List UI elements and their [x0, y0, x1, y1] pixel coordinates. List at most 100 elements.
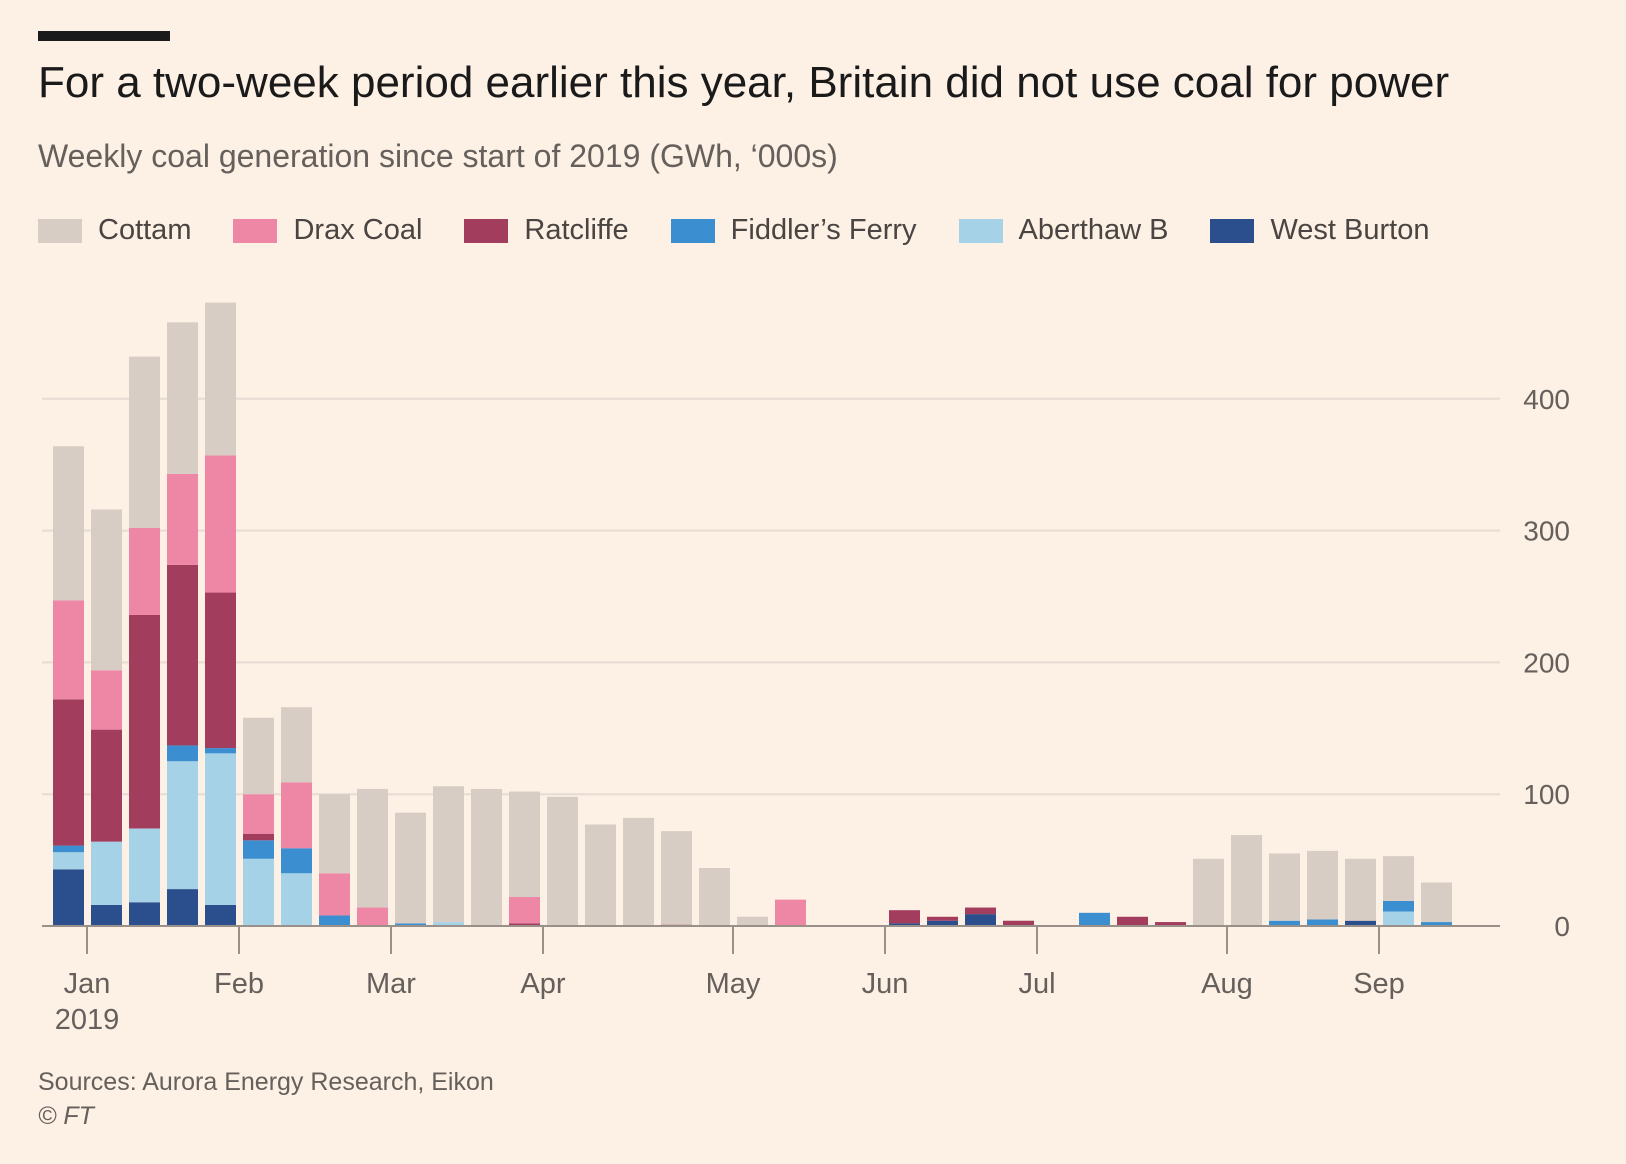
- bar-segment: [53, 845, 84, 853]
- bar-segment: [167, 564, 198, 746]
- bar-segment: [547, 796, 578, 926]
- bar-segment: [53, 600, 84, 700]
- bar-segment: [281, 782, 312, 849]
- bar-segment: [1421, 882, 1452, 923]
- bar-segment: [965, 907, 996, 915]
- bar-segment: [91, 670, 122, 730]
- legend-swatch: [233, 218, 278, 243]
- bar-segment: [395, 923, 426, 926]
- bar-segment: [775, 899, 806, 926]
- bar-segment: [167, 889, 198, 926]
- bar-segment: [357, 907, 388, 926]
- bar-segment: [53, 869, 84, 926]
- bar-segment: [205, 302, 236, 456]
- bar-segment: [1193, 858, 1224, 926]
- title-accent-bar: [38, 31, 170, 41]
- x-tick-label: Apr: [520, 968, 565, 1000]
- bar-segment: [205, 455, 236, 593]
- legend-label: Fiddler’s Ferry: [730, 214, 917, 246]
- legend-item: West Burton: [1210, 214, 1429, 247]
- bar-segment: [205, 592, 236, 749]
- legend-swatch: [1210, 218, 1255, 243]
- bar-segment: [243, 833, 274, 841]
- bar-segment: [167, 745, 198, 762]
- bar-segment: [53, 852, 84, 870]
- bar-segment: [1155, 922, 1186, 926]
- y-tick-label: 200: [1523, 647, 1570, 678]
- bar-segment: [1383, 856, 1414, 901]
- bar-segment: [1383, 900, 1414, 912]
- bar-segment: [357, 788, 388, 908]
- bar-segment: [661, 831, 692, 925]
- y-tick-label: 100: [1523, 779, 1570, 810]
- bar-segment: [91, 904, 122, 926]
- copyright-note: © FT: [38, 1102, 94, 1130]
- bar-segment: [509, 791, 540, 898]
- bar-segment: [1307, 919, 1338, 926]
- bar-segment: [927, 920, 958, 926]
- bar-segment: [167, 761, 198, 890]
- bar-segment: [1345, 858, 1376, 921]
- bar-segment: [205, 904, 236, 926]
- bar-segment: [129, 614, 160, 829]
- bar-segment: [281, 848, 312, 874]
- chart-plot: 0 100 200 300 400 Jan 2019 Feb Mar Apr May Jun Jul Au…: [42, 302, 1570, 1036]
- legend-item: Aberthaw B: [958, 214, 1169, 247]
- x-tick-label: Mar: [366, 968, 416, 1000]
- bar-segment: [965, 914, 996, 926]
- bar-segment: [1231, 835, 1262, 926]
- bar-segment: [91, 841, 122, 905]
- bar-segment: [53, 699, 84, 846]
- legend-label: Ratcliffe: [524, 214, 629, 246]
- x-tick-label: Aug: [1201, 968, 1253, 1000]
- bar-segment: [281, 873, 312, 926]
- bar-segment: [395, 812, 426, 924]
- legend-swatch: [464, 218, 509, 243]
- chart-subtitle: Weekly coal generation since start of 20…: [38, 138, 838, 174]
- bar-segment: [699, 868, 730, 926]
- legend-item: Ratcliffe: [464, 214, 629, 247]
- bar-segment: [129, 828, 160, 903]
- bar-segment: [243, 794, 274, 834]
- legend-label: Drax Coal: [293, 214, 423, 246]
- bar-segment: [927, 916, 958, 921]
- y-tick-label: 300: [1523, 516, 1570, 547]
- bar-segment: [433, 786, 464, 923]
- legend-item: Fiddler’s Ferry: [670, 214, 917, 247]
- legend-item: Drax Coal: [233, 214, 422, 247]
- bar-segment: [1421, 922, 1452, 926]
- bar-segment: [509, 923, 540, 926]
- legend-label: Cottam: [98, 214, 192, 246]
- bar-segment: [623, 817, 654, 926]
- bar-segment: [585, 824, 616, 926]
- y-tick-label: 400: [1523, 384, 1570, 415]
- bar-segment: [1117, 916, 1148, 926]
- legend-item: Cottam: [38, 214, 191, 247]
- x-tick-label: Jul: [1018, 968, 1055, 1000]
- y-tick-label: 0: [1554, 911, 1570, 942]
- legend-swatch: [958, 218, 1003, 243]
- source-note: Sources: Aurora Energy Research, Eikon: [38, 1068, 494, 1096]
- bar-segment: [889, 923, 920, 926]
- bar-segment: [319, 794, 350, 874]
- bar-segment: [737, 916, 768, 926]
- bar-segment: [1383, 911, 1414, 926]
- chart-legend: Cottam Drax Coal Ratcliffe Fiddler’s Ferry A…: [38, 214, 1471, 247]
- bar-segment: [129, 902, 160, 926]
- bar-segment: [167, 322, 198, 474]
- bar-segment: [129, 356, 160, 528]
- x-tick-label: Jun: [862, 968, 909, 1000]
- bar-segment: [1269, 920, 1300, 926]
- bar-segment: [91, 729, 122, 842]
- bar-segment: [1003, 920, 1034, 926]
- bar-segment: [1269, 853, 1300, 921]
- legend-label: Aberthaw B: [1018, 214, 1169, 246]
- x-tick-label: Feb: [214, 968, 264, 1000]
- x-tick-label: Sep: [1353, 968, 1405, 1000]
- bar-segment: [53, 446, 84, 601]
- bar-segment: [205, 753, 236, 905]
- bar-segment: [243, 858, 274, 926]
- bar-segment: [205, 748, 236, 754]
- bar-segment: [509, 897, 540, 924]
- legend-swatch: [38, 218, 82, 243]
